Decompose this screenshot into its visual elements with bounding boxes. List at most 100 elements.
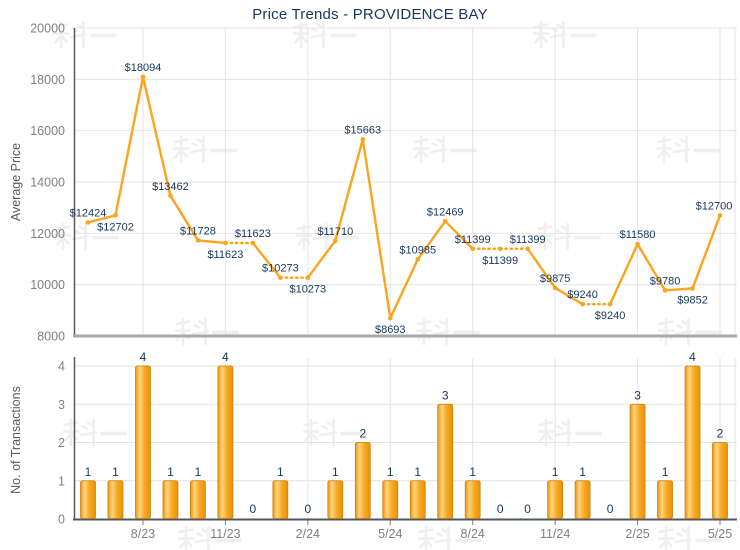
price-label: $9240 — [567, 289, 598, 301]
bar-value-label: 0 — [497, 502, 504, 516]
watermark-text — [537, 418, 602, 447]
price-point-6/23[interactable] — [85, 220, 91, 225]
bar-value-label: 1 — [332, 465, 339, 479]
price-line-segment — [197, 239, 226, 245]
bar-4/25[interactable] — [684, 365, 701, 519]
price-line-segment — [608, 243, 639, 305]
x-tick-label: 2/24 — [296, 527, 320, 541]
bar-12/24[interactable] — [574, 480, 591, 519]
watermark-text — [292, 20, 357, 49]
price-label: $11710 — [317, 226, 353, 238]
price-line-segment — [306, 240, 337, 279]
bar-11/23[interactable] — [217, 365, 234, 519]
price-label: $12424 — [70, 207, 107, 219]
bar-value-label: 4 — [689, 350, 696, 364]
price-point-11/23[interactable] — [223, 240, 228, 246]
y-tick-label-price: 20000 — [30, 22, 65, 36]
price-point-3/24[interactable] — [333, 238, 338, 244]
price-point-5/25[interactable] — [717, 213, 723, 218]
y-tick-label-price: 10000 — [30, 278, 65, 292]
price-label: $12700 — [696, 200, 733, 212]
bar-value-label: 1 — [85, 465, 92, 479]
price-label: $10273 — [289, 284, 326, 296]
price-point-8/23[interactable] — [140, 74, 146, 80]
price-line-segment — [636, 243, 667, 291]
y-tick-label-price: 18000 — [30, 73, 65, 87]
price-point-12/23[interactable] — [250, 240, 256, 246]
x-tick-label: 11/23 — [210, 527, 240, 541]
bar-8/23[interactable] — [135, 365, 151, 519]
bar-5/25[interactable] — [712, 442, 728, 519]
price-line-segment — [554, 286, 584, 306]
y-tick-label-transactions: 0 — [58, 513, 65, 527]
bar-11/24[interactable] — [547, 480, 564, 519]
price-line-segment — [141, 76, 172, 197]
bar-2/25[interactable] — [629, 403, 646, 519]
price-point-3/25[interactable] — [662, 288, 668, 293]
price-label: $8693 — [375, 324, 406, 336]
price-point-2/24[interactable] — [305, 275, 311, 280]
price-point-9/24[interactable] — [497, 246, 503, 252]
bar-4/24[interactable] — [354, 442, 371, 519]
price-point-6/24[interactable] — [415, 257, 421, 262]
price-point-4/25[interactable] — [690, 286, 695, 291]
price-line-segment — [389, 258, 419, 319]
bar-6/24[interactable] — [409, 480, 426, 519]
price-point-7/24[interactable] — [442, 218, 448, 224]
price-point-4/24[interactable] — [360, 137, 366, 142]
watermark-text — [302, 418, 367, 447]
price-point-1/24[interactable] — [278, 275, 283, 280]
bar-10/23[interactable] — [190, 480, 206, 519]
x-tick-label: 5/24 — [378, 527, 402, 541]
price-point-11/24[interactable] — [552, 285, 558, 291]
x-tick-label: 5/25 — [708, 527, 732, 541]
x-tick-label: 2/25 — [625, 527, 649, 541]
price-label: $10985 — [399, 244, 436, 256]
bar-5/24[interactable] — [382, 480, 399, 519]
watermark-text — [655, 135, 720, 164]
watermark-text — [532, 20, 597, 49]
price-label: $12702 — [97, 221, 134, 233]
bar-9/23[interactable] — [162, 480, 179, 519]
bar-value-label: 0 — [607, 502, 614, 516]
bar-value-label: 4 — [222, 350, 229, 364]
price-label: $9780 — [650, 275, 681, 287]
bar-7/23[interactable] — [107, 480, 124, 519]
watermark-text — [174, 317, 239, 346]
x-tick-label: 11/24 — [540, 527, 570, 541]
y-tick-label-transactions: 4 — [58, 360, 65, 374]
price-point-1/25[interactable] — [607, 301, 613, 307]
bar-3/24[interactable] — [327, 480, 344, 519]
watermark-text — [415, 317, 480, 346]
y-tick-label-price: 12000 — [30, 227, 65, 241]
y-tick-label-transactions: 1 — [58, 474, 65, 488]
y-tick-label-price: 14000 — [30, 176, 65, 190]
price-point-10/24[interactable] — [525, 246, 530, 252]
bar-value-label: 4 — [140, 350, 147, 364]
price-line-segment — [664, 287, 693, 292]
price-point-5/24[interactable] — [387, 315, 393, 321]
bar-7/24[interactable] — [437, 403, 454, 519]
price-line-segment — [114, 76, 145, 216]
x-tick-label: 8/23 — [131, 527, 155, 541]
price-point-2/25[interactable] — [635, 241, 640, 247]
bar-1/24[interactable] — [272, 480, 289, 519]
bar-value-label: 2 — [717, 427, 724, 441]
price-point-12/24[interactable] — [580, 301, 585, 307]
price-label: $10273 — [262, 263, 299, 275]
price-point-10/23[interactable] — [195, 238, 201, 243]
price-point-8/24[interactable] — [470, 246, 475, 252]
bar-value-label: 1 — [414, 465, 421, 479]
price-label: $11399 — [510, 234, 546, 246]
price-label: $18094 — [125, 62, 162, 74]
bar-6/23[interactable] — [80, 480, 96, 519]
bar-8/24[interactable] — [464, 480, 481, 519]
price-label: $11399 — [455, 234, 491, 246]
bar-value-label: 1 — [167, 465, 174, 479]
y-tick-label-transactions: 2 — [58, 436, 65, 450]
price-label: $11623 — [235, 228, 271, 240]
bar-3/25[interactable] — [657, 480, 673, 519]
price-point-9/23[interactable] — [168, 193, 173, 199]
price-point-7/23[interactable] — [113, 213, 118, 218]
